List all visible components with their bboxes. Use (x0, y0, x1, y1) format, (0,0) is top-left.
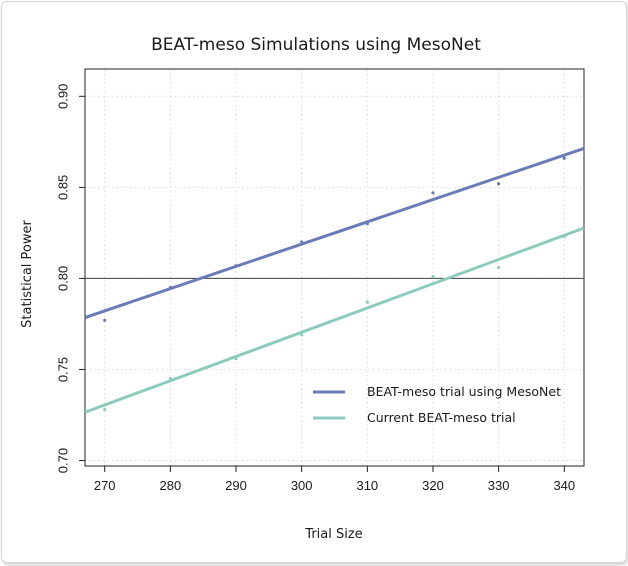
y-tick-label: 0.80 (55, 266, 70, 291)
y-tick-label: 0.70 (55, 448, 70, 473)
data-point-series-1 (103, 318, 107, 322)
fit-line-series-1 (84, 146, 585, 320)
data-point-series-2 (431, 275, 435, 279)
data-point-series-2 (234, 356, 238, 361)
data-point-series-1 (365, 222, 369, 226)
data-point-series-2 (497, 265, 501, 270)
data-point-series-2 (103, 407, 107, 412)
data-point-series-1 (431, 191, 435, 195)
data-point-series-1 (562, 156, 566, 160)
fit-line-series-2 (84, 226, 585, 414)
x-tick-label: 340 (553, 478, 575, 493)
x-axis-label: Trial Size (304, 527, 362, 542)
y-tick-label: 0.75 (55, 357, 70, 382)
data-point-series-2 (365, 300, 369, 304)
legend: BEAT-meso trial using MesoNet Current BEA… (313, 384, 561, 425)
data-point-series-1 (300, 240, 304, 244)
y-tick-label: 0.90 (55, 84, 70, 109)
y-tick-label: 0.85 (55, 175, 70, 200)
plot-border (84, 68, 585, 467)
x-axis: 270 280 290 300 310 320 330 340 (94, 466, 575, 493)
legend-label-1: BEAT-meso trial using MesoNet (367, 384, 561, 399)
x-tick-label: 290 (225, 478, 247, 493)
plot-area (84, 68, 585, 467)
data-point-series-2 (300, 333, 304, 337)
data-point-series-2 (168, 376, 172, 381)
legend-label-2: Current BEAT-meso trial (367, 410, 516, 425)
chart-title: BEAT-meso Simulations using MesoNet (151, 35, 481, 55)
x-tick-label: 330 (488, 478, 510, 493)
x-tick-label: 320 (422, 478, 444, 493)
data-point-series-1 (234, 264, 238, 268)
data-point-series-1 (497, 182, 501, 186)
data-points (103, 156, 566, 412)
x-tick-label: 280 (160, 478, 182, 493)
x-tick-label: 300 (291, 478, 313, 493)
data-point-series-1 (168, 285, 172, 290)
x-tick-label: 270 (94, 478, 116, 493)
y-axis: 0.70 0.75 0.80 0.85 0.90 (55, 84, 85, 473)
fit-lines (84, 146, 585, 414)
y-axis-label: Statistical Power (20, 220, 35, 328)
x-tick-label: 310 (356, 478, 378, 493)
grid (85, 69, 584, 466)
data-point-series-2 (562, 234, 566, 239)
